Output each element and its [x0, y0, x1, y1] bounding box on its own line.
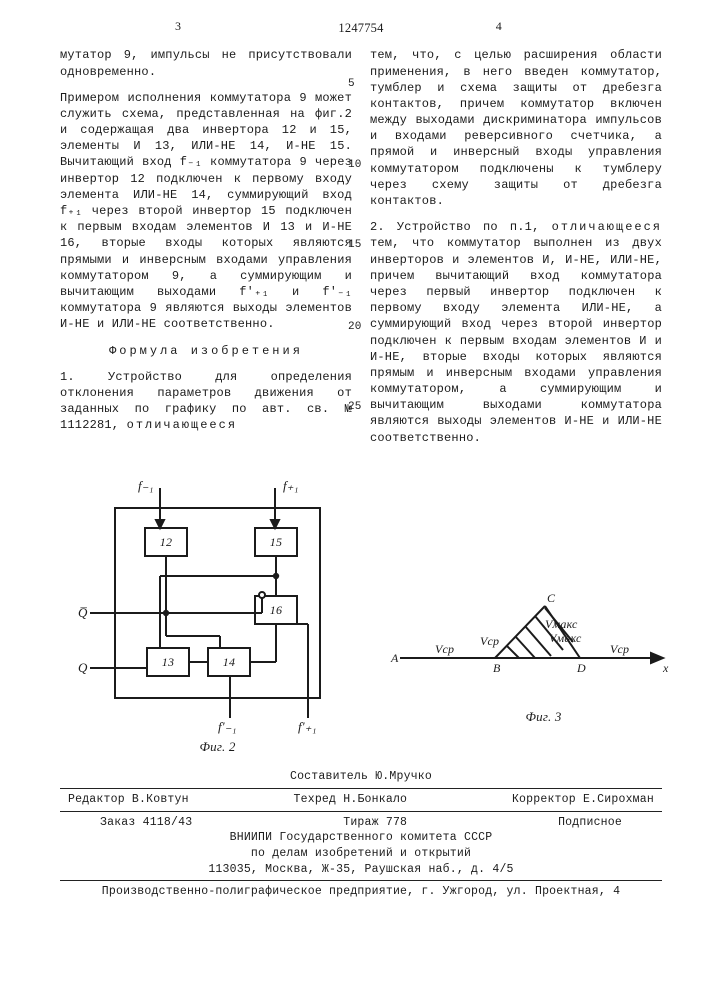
fig2-label: f'₊₁ — [298, 719, 317, 734]
credits-techred: Техред Н.Бонкало — [294, 792, 408, 808]
line-num: 5 — [348, 77, 362, 93]
footer: Производственно-полиграфическое предприя… — [60, 884, 662, 900]
fig3-label: Vср — [435, 642, 454, 656]
column-right: тем, что, с целью расширения области при… — [370, 47, 662, 456]
credits-order: Заказ 4118/43 — [100, 815, 192, 831]
page-num-left: 3 — [175, 18, 181, 34]
fig2-label: f₋₁ — [138, 478, 154, 493]
fig2-label: Q̅ — [78, 605, 88, 620]
fig2-label: f'₋₁ — [218, 719, 237, 734]
patent-page: 3 4 1247754 5 10 15 20 25 мутатор 9, имп… — [0, 0, 707, 1000]
credits-tirazh: Тираж 778 — [343, 815, 407, 831]
para-text: тем, что коммутатор выполнен из двух инв… — [370, 236, 662, 444]
fig3-label: Vср — [480, 634, 499, 648]
credits-row: Заказ 4118/43 Тираж 778 Подписное — [60, 815, 662, 831]
para: мутатор 9, импульсы не присутствовали од… — [60, 47, 352, 79]
credits-row: Редактор В.Ковтун Техред Н.Бонкало Корре… — [60, 792, 662, 808]
fig3-label: C — [547, 591, 556, 605]
fig2-block-num: 12 — [160, 535, 172, 549]
line-num: 25 — [348, 400, 362, 416]
fig3-label: Vмакс — [549, 631, 582, 645]
page-num-right: 4 — [496, 18, 502, 34]
line-num: 15 — [348, 238, 362, 254]
formula-heading: Формула изобретения — [60, 343, 352, 359]
fig2-block-num: 14 — [223, 655, 235, 669]
fig3-label: A — [390, 651, 399, 665]
credits-org1: ВНИИПИ Государственного комитета СССР — [60, 830, 662, 846]
fig3-label: Vмакс — [545, 617, 578, 631]
figure-2: f₋₁ f₊₁ Q̅ Q f'₋₁ f'₊₁ 12 15 16 13 14 Фи… — [60, 468, 375, 756]
fig2-block-num: 16 — [270, 603, 282, 617]
divider — [60, 788, 662, 789]
para-text-spaced: отличающееся — [127, 418, 237, 432]
credits-editor: Редактор В.Ковтун — [68, 792, 189, 808]
credits-org2: по делам изобретений и открытий — [60, 846, 662, 862]
fig2-block-num: 13 — [162, 655, 174, 669]
figure-3: A B C D x Vср Vср Vмакс Vмакс Vср Фиг. 3 — [385, 578, 662, 756]
para: тем, что, с целью расширения области при… — [370, 47, 662, 209]
para: Примером исполнения коммутатора 9 может … — [60, 90, 352, 333]
fig3-svg: A B C D x Vср Vср Vмакс Vмакс Vср — [385, 578, 675, 708]
fig3-label: B — [493, 661, 501, 675]
divider — [60, 811, 662, 812]
fig2-label: Q — [78, 660, 88, 675]
credits-corrector: Корректор Е.Сирохман — [512, 792, 654, 808]
para-text-spaced: отличающееся — [552, 220, 662, 234]
para: 1. Устройство для определения отклонения… — [60, 369, 352, 434]
credits-author: Составитель Ю.Мручко — [60, 769, 662, 785]
line-number-gutter: 5 10 15 20 25 — [348, 74, 362, 416]
fig2-svg: f₋₁ f₊₁ Q̅ Q f'₋₁ f'₊₁ 12 15 16 13 14 — [60, 468, 360, 738]
line-num: 10 — [348, 158, 362, 174]
column-left: мутатор 9, импульсы не присутствовали од… — [60, 47, 352, 456]
divider — [60, 880, 662, 881]
credits-signed: Подписное — [558, 815, 622, 831]
para-text: 2. Устройство по п.1, — [370, 220, 552, 234]
fig3-label: Vср — [610, 642, 629, 656]
figures-row: f₋₁ f₊₁ Q̅ Q f'₋₁ f'₊₁ 12 15 16 13 14 Фи… — [60, 468, 662, 756]
fig3-label: D — [576, 661, 586, 675]
para: 2. Устройство по п.1, отличающееся тем, … — [370, 219, 662, 446]
fig3-caption: Фиг. 3 — [425, 708, 662, 726]
fig3-label: x — [662, 661, 669, 675]
credits-block: Составитель Ю.Мручко Редактор В.Ковтун Т… — [60, 769, 662, 881]
line-num: 20 — [348, 320, 362, 336]
fig2-caption: Фиг. 2 — [60, 738, 375, 756]
fig2-label: f₊₁ — [283, 478, 299, 493]
credits-addr: 113035, Москва, Ж-35, Раушская наб., д. … — [60, 862, 662, 878]
fig2-block-num: 15 — [270, 535, 282, 549]
document-number: 1247754 — [60, 20, 662, 37]
